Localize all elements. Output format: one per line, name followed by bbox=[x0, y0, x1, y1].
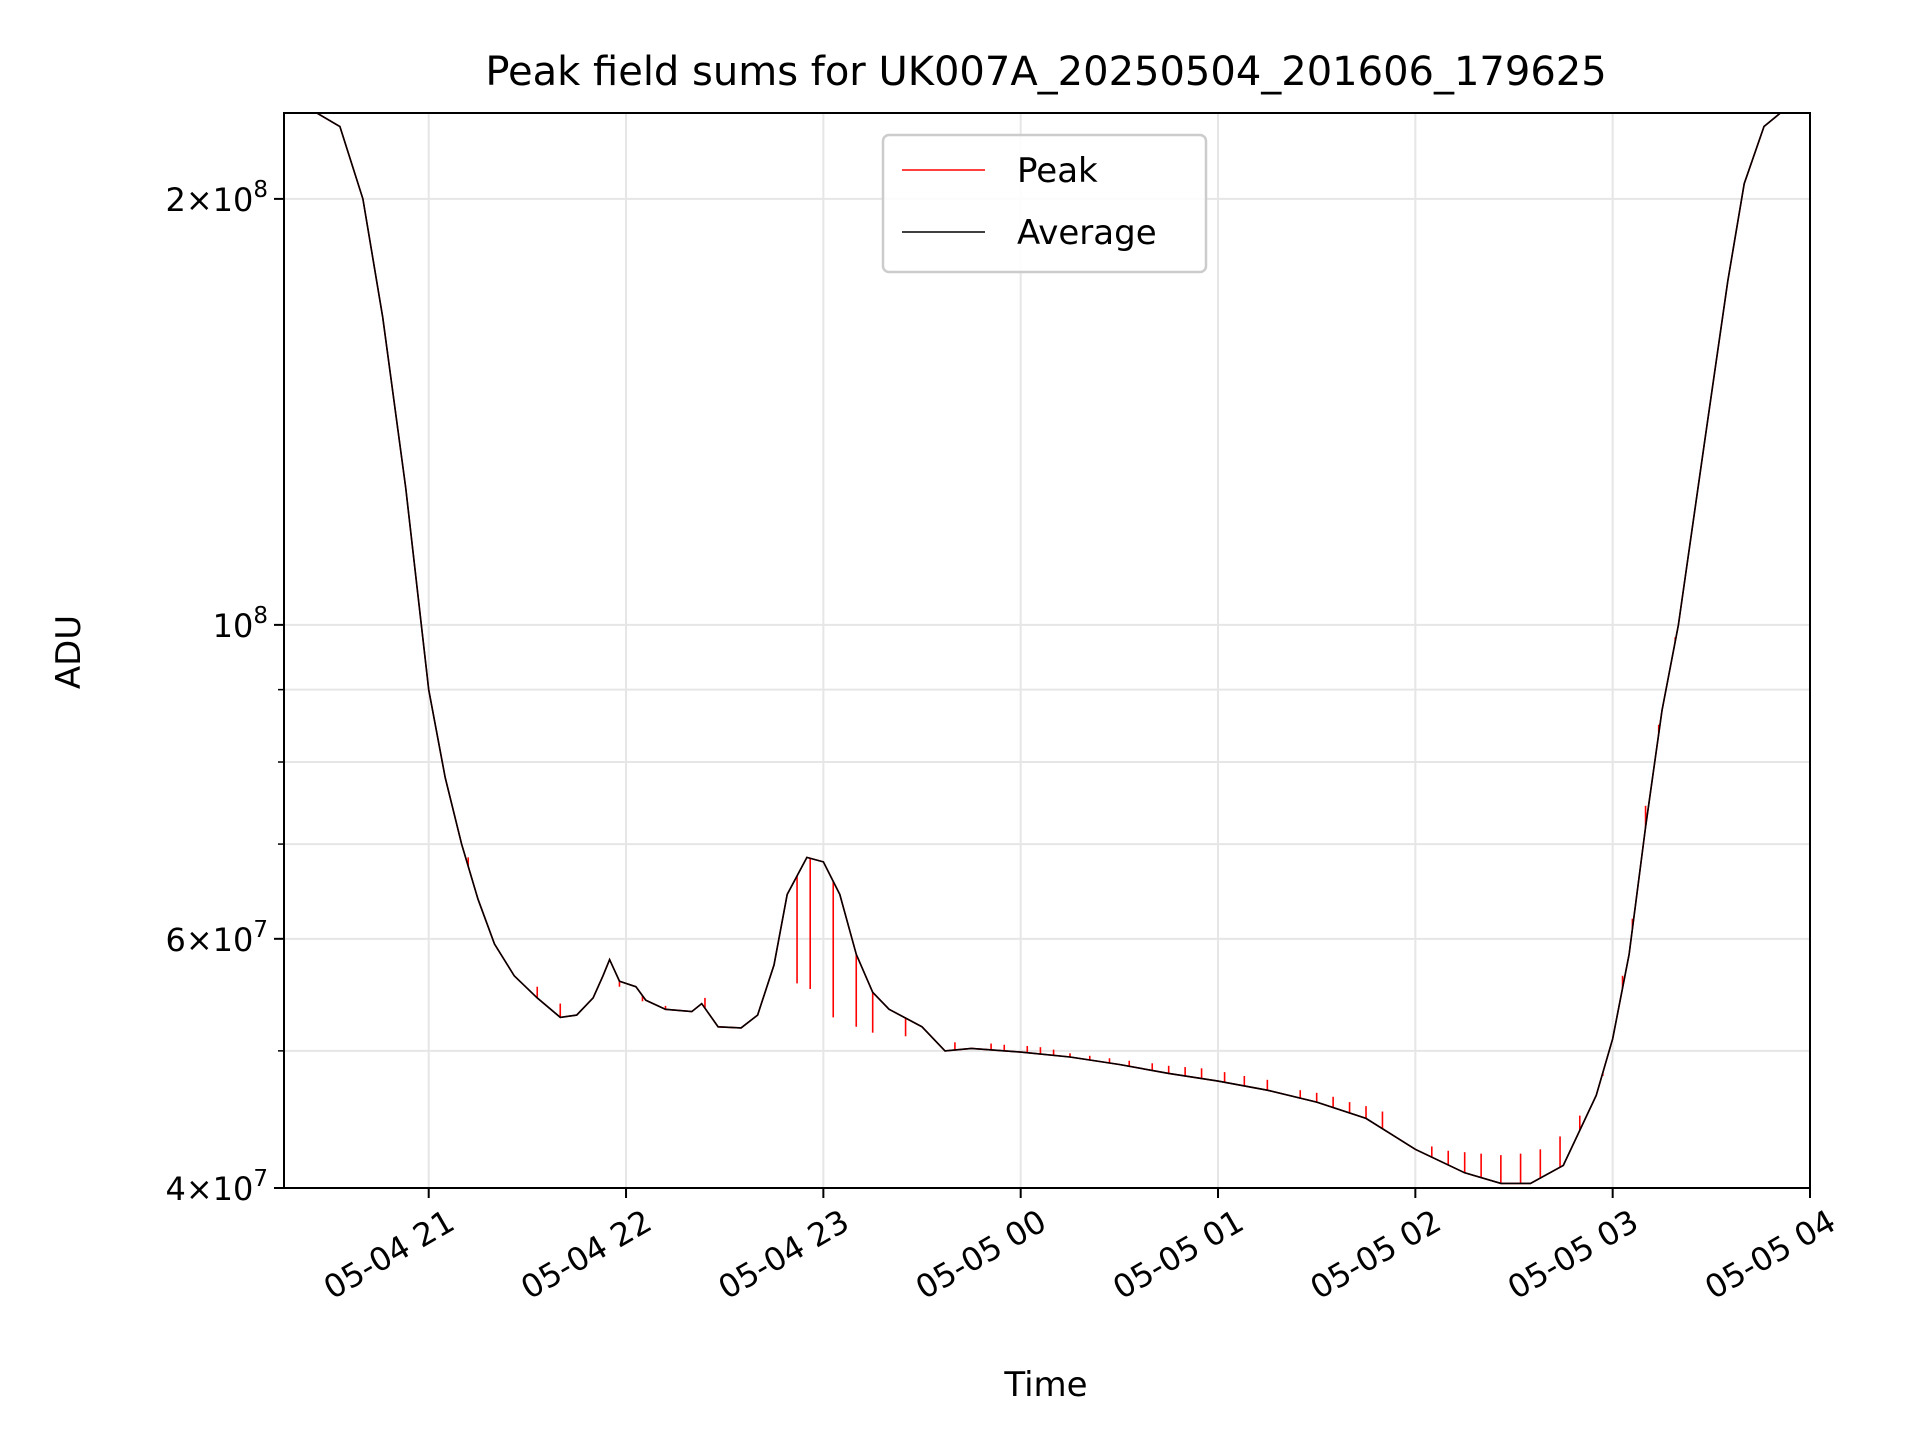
y-tick-label: 108 bbox=[213, 603, 268, 645]
legend-peak-label: Peak bbox=[1017, 151, 1098, 191]
legend: Peak Average bbox=[881, 133, 1208, 274]
y-tick-label: 4×107 bbox=[165, 1166, 268, 1208]
y-axis: 4×107 6×107 108 2×108 bbox=[165, 177, 284, 1208]
y-axis-label: ADU bbox=[49, 615, 89, 689]
y-tick-label: 2×108 bbox=[165, 177, 268, 219]
plot-frame bbox=[283, 112, 1811, 1189]
series-layer bbox=[284, 112, 1810, 1185]
legend-average-label: Average bbox=[1017, 213, 1157, 253]
x-axis-label: Time bbox=[1003, 1365, 1087, 1405]
chart-title: Peak field sums for UK007A_20250504_2016… bbox=[485, 49, 1606, 95]
y-tick-label: 6×107 bbox=[165, 917, 268, 959]
grid bbox=[284, 113, 1811, 1189]
series-average-line bbox=[284, 112, 1810, 1185]
